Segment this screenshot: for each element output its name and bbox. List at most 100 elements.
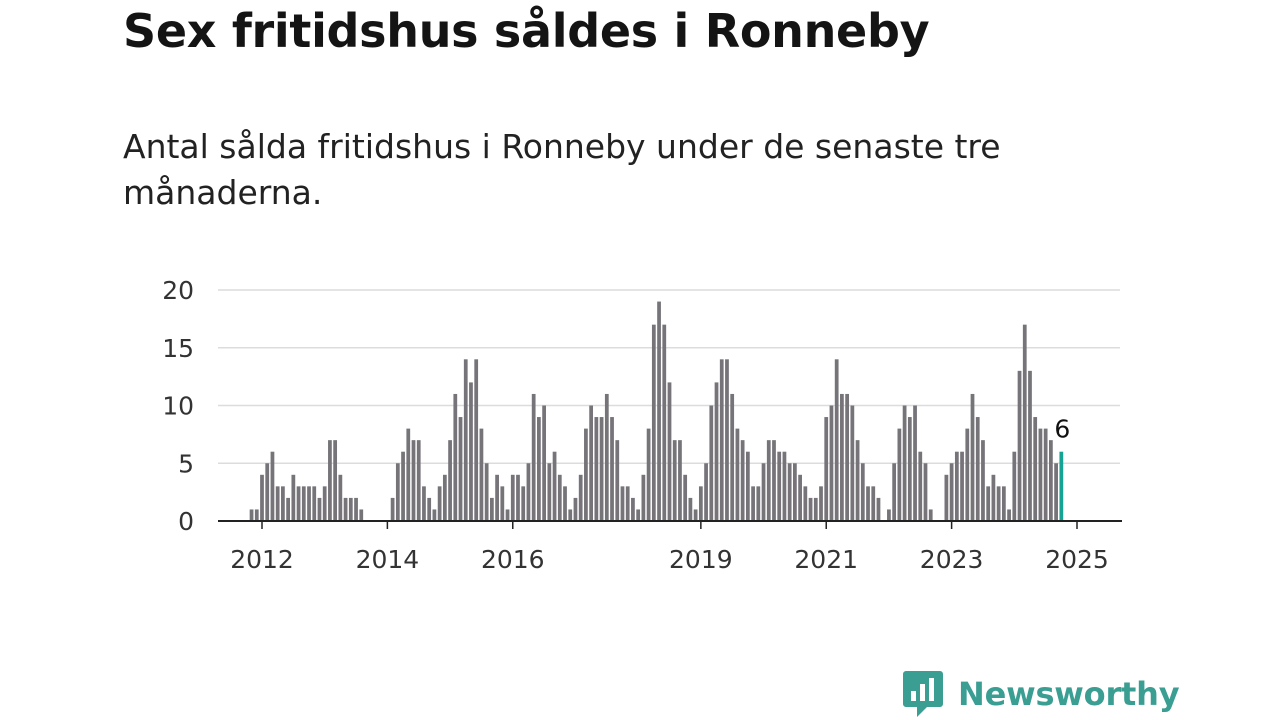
- bar: [782, 451, 787, 521]
- bar: [411, 440, 416, 521]
- bar: [704, 463, 708, 521]
- bar: [855, 440, 860, 521]
- brand-logo: Newsworthy: [903, 671, 1180, 717]
- y-tick-label: 15: [162, 334, 194, 363]
- bar: [740, 440, 745, 521]
- bar: [516, 474, 520, 521]
- bar: [432, 509, 437, 521]
- bars: [249, 301, 1064, 521]
- x-tick-label: 2021: [794, 545, 858, 574]
- bar: [510, 474, 515, 521]
- bar: [986, 486, 991, 521]
- bar: [698, 486, 703, 521]
- bar: [1028, 370, 1032, 521]
- bar: [761, 463, 766, 521]
- bar: [798, 474, 802, 521]
- bar: [584, 428, 588, 521]
- bar: [714, 382, 719, 521]
- bar: [1017, 370, 1022, 521]
- bar: [646, 428, 651, 521]
- bar: [672, 440, 677, 521]
- bar: [547, 463, 552, 521]
- newsworthy-logo-icon: [903, 671, 943, 717]
- bar: [422, 486, 426, 521]
- bar: [756, 486, 761, 521]
- y-tick-label: 0: [178, 507, 194, 536]
- bar: [944, 474, 949, 521]
- bar: [521, 486, 526, 521]
- bar: [296, 486, 301, 521]
- bar: [1033, 417, 1038, 521]
- bar: [667, 382, 672, 521]
- bar: [897, 428, 902, 521]
- bar: [719, 359, 724, 521]
- y-tick-label: 20: [162, 276, 194, 305]
- x-tick-label: 2016: [481, 545, 545, 574]
- brand-name: Newsworthy: [958, 675, 1180, 713]
- bar: [448, 440, 452, 521]
- x-tick-label: 2014: [356, 545, 420, 574]
- bar: [772, 440, 776, 521]
- bar: [542, 405, 546, 521]
- bar: [437, 486, 442, 521]
- bar: [479, 428, 484, 521]
- bar: [1012, 451, 1017, 521]
- x-tick-label: 2019: [669, 545, 733, 574]
- bar: [354, 497, 358, 521]
- bar: [996, 486, 1001, 521]
- bar: [766, 440, 771, 521]
- bar-latest: [1059, 451, 1064, 521]
- chart-subtitle: Antal sålda fritidshus i Ronneby under d…: [123, 127, 1001, 212]
- bar: [678, 440, 682, 521]
- bar: [787, 463, 792, 521]
- bar: [526, 463, 531, 521]
- bar: [270, 451, 275, 521]
- bar: [317, 497, 322, 521]
- bar: [531, 393, 536, 521]
- bar: [834, 359, 839, 521]
- bar: [819, 486, 823, 521]
- chart-title: Sex fritidshus såldes i Ronneby: [123, 4, 930, 58]
- bar: [657, 301, 661, 521]
- bar: [887, 509, 891, 521]
- bar: [651, 324, 656, 521]
- bar: [745, 451, 750, 521]
- bar: [970, 393, 975, 521]
- bar: [286, 497, 290, 521]
- bar: [688, 497, 693, 521]
- bar: [866, 486, 870, 521]
- bar: [275, 486, 280, 521]
- bar: [840, 393, 844, 521]
- bar: [808, 497, 813, 521]
- gridlines: [218, 289, 1120, 464]
- bar: [631, 497, 635, 521]
- bar: [730, 393, 735, 521]
- bar: [1007, 509, 1011, 521]
- bar: [260, 474, 264, 521]
- bar: [871, 486, 876, 521]
- bar: [578, 474, 583, 521]
- bar: [495, 474, 499, 521]
- bar: [824, 417, 829, 521]
- bar: [735, 428, 740, 521]
- bar: [281, 486, 285, 521]
- bar: [610, 417, 614, 521]
- bar: [641, 474, 646, 521]
- bar: [923, 463, 928, 521]
- bar: [813, 497, 818, 521]
- bar: [406, 428, 411, 521]
- bar: [725, 359, 729, 521]
- bar: [469, 382, 473, 521]
- y-axis-ticks: 0 5 10 15 20: [162, 276, 194, 536]
- bar: [390, 497, 395, 521]
- bar: [615, 440, 620, 521]
- bar: [442, 474, 447, 521]
- bar: [709, 405, 714, 521]
- bar: [291, 474, 296, 521]
- bar: [960, 451, 964, 521]
- bar: [829, 405, 834, 521]
- x-tick-label: 2012: [230, 545, 294, 574]
- bar: [751, 486, 755, 521]
- bar: [604, 393, 609, 521]
